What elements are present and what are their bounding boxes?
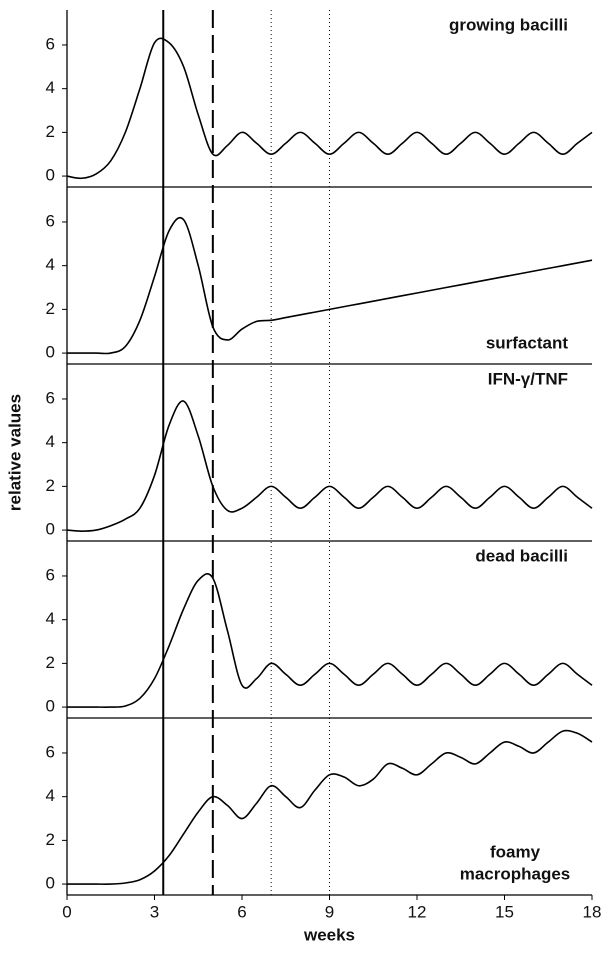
x-axis-label: weeks	[303, 925, 355, 944]
x-tick-label: 6	[237, 902, 246, 921]
y-tick-label: 4	[46, 786, 55, 805]
y-tick-label: 4	[46, 78, 55, 97]
x-tick-label: 18	[583, 902, 602, 921]
panel-label: growing bacilli	[449, 15, 568, 34]
panel-label: surfactant	[486, 333, 569, 352]
panel-label: foamy	[490, 842, 541, 861]
y-tick-label: 0	[46, 697, 55, 716]
x-tick-label: 0	[62, 902, 71, 921]
x-tick-label: 9	[325, 902, 334, 921]
y-tick-label: 0	[46, 874, 55, 893]
y-tick-label: 6	[46, 211, 55, 230]
y-tick-label: 0	[46, 520, 55, 539]
y-tick-label: 4	[46, 432, 55, 451]
y-tick-label: 4	[46, 609, 55, 628]
y-axis-label: relative values	[5, 394, 24, 511]
y-tick-label: 6	[46, 565, 55, 584]
y-tick-label: 4	[46, 255, 55, 274]
data-line	[66, 37, 593, 180]
data-line	[66, 216, 593, 355]
y-tick-label: 2	[46, 299, 55, 318]
y-tick-label: 2	[46, 653, 55, 672]
panel-label: IFN-γ/TNF	[488, 369, 568, 388]
y-tick-label: 2	[46, 122, 55, 141]
data-line	[66, 573, 593, 708]
x-tick-label: 3	[150, 902, 159, 921]
y-tick-label: 0	[46, 166, 55, 185]
y-tick-label: 2	[46, 830, 55, 849]
panel-label: macrophages	[460, 864, 571, 883]
y-tick-label: 6	[46, 34, 55, 53]
x-tick-label: 12	[408, 902, 427, 921]
panel-label: dead bacilli	[475, 546, 568, 565]
y-tick-label: 6	[46, 742, 55, 761]
y-tick-label: 6	[46, 388, 55, 407]
y-tick-label: 2	[46, 476, 55, 495]
y-tick-label: 0	[46, 343, 55, 362]
x-tick-label: 15	[495, 902, 514, 921]
